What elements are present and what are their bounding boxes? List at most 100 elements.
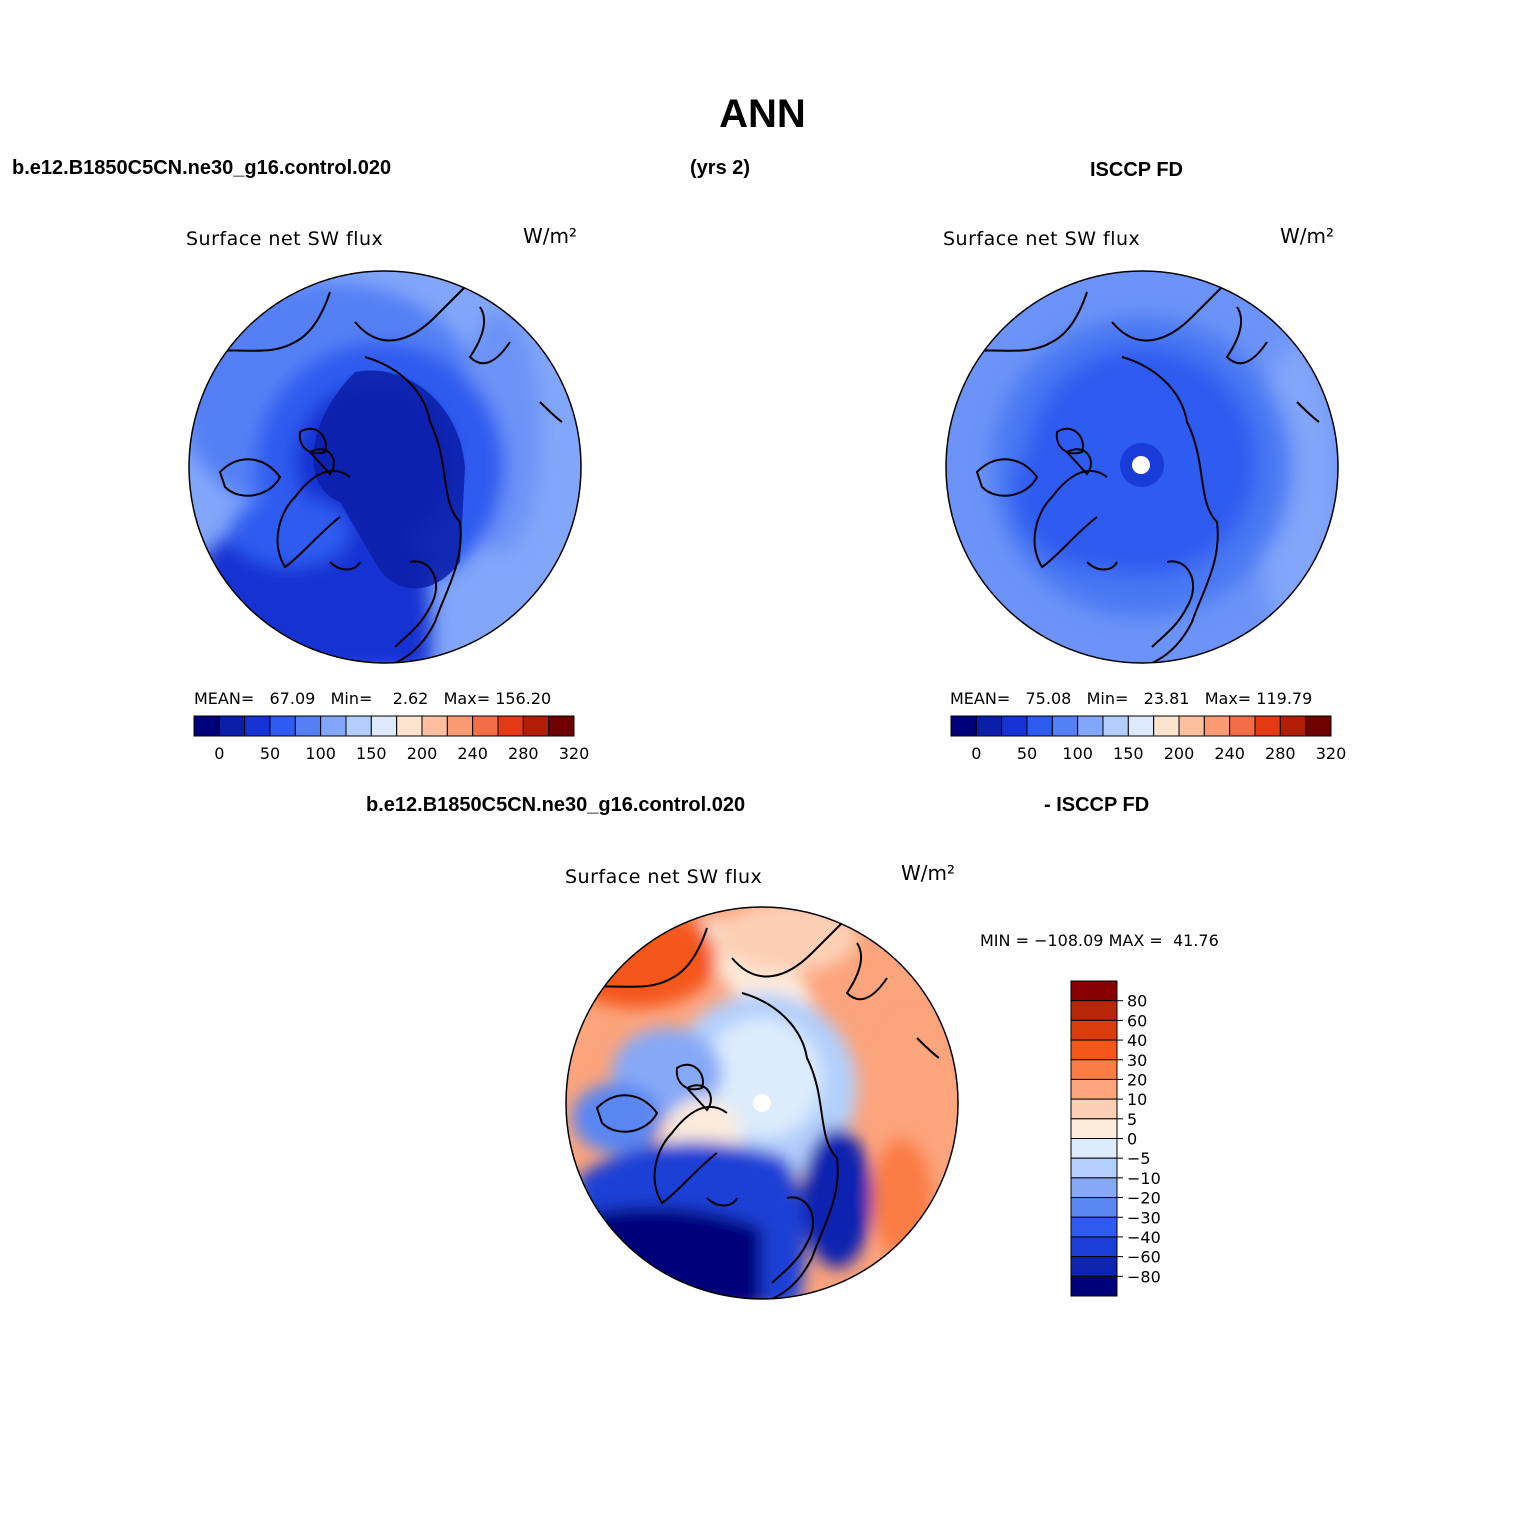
colorbar-swatch bbox=[1077, 715, 1104, 737]
colorbar-swatch bbox=[370, 715, 398, 737]
model-max-label: Max= bbox=[443, 689, 491, 708]
diff-colorbar-label: 20 bbox=[1127, 1070, 1147, 1089]
diff-colorbar-label: 30 bbox=[1127, 1051, 1147, 1070]
diff-colorbar-label: −40 bbox=[1127, 1228, 1161, 1247]
obs-field bbox=[946, 271, 1338, 663]
model-map-border bbox=[188, 270, 582, 664]
colorbar-swatch bbox=[522, 715, 550, 737]
diff-colorbar-label: −5 bbox=[1127, 1149, 1151, 1168]
colorbar-label: 50 bbox=[260, 744, 280, 763]
obs-polar-map bbox=[945, 270, 1339, 664]
colorbar-label: 200 bbox=[1164, 744, 1195, 763]
diff-colorbar-swatch bbox=[1070, 1039, 1118, 1061]
colorbar-label: 320 bbox=[1316, 744, 1347, 763]
model-min-value: 2.62 bbox=[392, 689, 429, 708]
diff-panel-units: W/m² bbox=[901, 861, 956, 885]
diff-map-border bbox=[565, 906, 959, 1300]
colorbar-swatch bbox=[1229, 715, 1256, 737]
colorbar-swatch bbox=[193, 715, 220, 737]
model-colorbar-labels: 0 50 100 150 200 240 280 320 bbox=[214, 744, 589, 763]
colorbar-swatch bbox=[421, 715, 448, 737]
diff-colorbar-label: 80 bbox=[1127, 992, 1147, 1011]
years-header: (yrs 2) bbox=[690, 157, 751, 179]
diff-colorbar-label: −30 bbox=[1127, 1208, 1161, 1227]
obs-map-border bbox=[945, 270, 1339, 664]
diff-colorbar-swatch bbox=[1070, 1098, 1118, 1120]
colorbar-swatch bbox=[396, 715, 423, 737]
obs-mean-label: MEAN= bbox=[950, 689, 1011, 708]
model-coastlines bbox=[214, 286, 563, 663]
colorbar-label: 200 bbox=[407, 744, 438, 763]
model-max-value: 156.20 bbox=[495, 689, 552, 708]
colorbar-swatch bbox=[1051, 715, 1079, 737]
colorbar-swatch bbox=[294, 715, 322, 737]
colorbar-label: 0 bbox=[971, 744, 981, 763]
colorbar-swatch bbox=[244, 715, 271, 737]
diff-colorbar-swatch bbox=[1070, 1000, 1118, 1021]
colorbar-swatch bbox=[1203, 715, 1231, 737]
obs-panel-units: W/m² bbox=[1280, 224, 1335, 248]
diff-panel-title: Surface net SW flux bbox=[565, 866, 763, 888]
model-mean-label: MEAN= bbox=[194, 689, 255, 708]
colorbar-label: 280 bbox=[508, 744, 539, 763]
diff-stats: MIN = −108.09 MAX = 41.76 bbox=[980, 931, 1219, 950]
colorbar-label: 50 bbox=[1017, 744, 1037, 763]
colorbar-swatch bbox=[1305, 715, 1332, 737]
diff-min-label: MIN = bbox=[980, 931, 1029, 950]
diff-colorbar-label: 5 bbox=[1127, 1110, 1137, 1129]
colorbar-swatch bbox=[1127, 715, 1155, 737]
colorbar-label: 320 bbox=[559, 744, 590, 763]
diff-colorbar-swatch bbox=[1070, 1138, 1118, 1159]
colorbar-swatch bbox=[218, 715, 246, 737]
colorbar-swatch bbox=[950, 715, 977, 737]
diff-max-label: MAX = bbox=[1108, 931, 1163, 950]
colorbar-label: 280 bbox=[1265, 744, 1296, 763]
diff-colorbar-swatch bbox=[1070, 980, 1118, 1002]
colorbar-label: 240 bbox=[457, 744, 488, 763]
diff-colorbar-swatch bbox=[1070, 1177, 1118, 1199]
obs-colorbar-labels: 0 50 100 150 200 240 280 320 bbox=[971, 744, 1346, 763]
diff-colorbar-swatch bbox=[1070, 1078, 1118, 1100]
colorbar-swatch bbox=[975, 715, 1003, 737]
diff-colorbar-label: 10 bbox=[1127, 1090, 1147, 1109]
diff-obs-header: - ISCCP FD bbox=[1044, 794, 1150, 816]
model-polar-map bbox=[188, 270, 582, 664]
diff-coastlines bbox=[591, 922, 940, 1299]
diff-model-header: b.e12.B1850C5CN.ne30_g16.control.020 bbox=[366, 794, 746, 816]
model-case-header: b.e12.B1850C5CN.ne30_g16.control.020 bbox=[12, 157, 392, 179]
colorbar-swatch bbox=[1153, 715, 1180, 737]
model-colorbar: 0 50 100 150 200 240 280 320 bbox=[193, 715, 589, 763]
diff-colorbar-label: 60 bbox=[1127, 1011, 1147, 1030]
diff-colorbar-swatch bbox=[1070, 1275, 1118, 1297]
model-panel-units: W/m² bbox=[523, 224, 578, 248]
model-stats: MEAN= 67.09 Min= 2.62 Max= 156.20 bbox=[194, 689, 551, 708]
colorbar-label: 100 bbox=[1062, 744, 1093, 763]
model-panel-title: Surface net SW flux bbox=[186, 228, 384, 250]
model-min-label: Min= bbox=[330, 689, 373, 708]
obs-max-label: Max= bbox=[1204, 689, 1252, 708]
colorbar-swatch bbox=[1001, 715, 1028, 737]
colorbar-swatch bbox=[1279, 715, 1307, 737]
model-mean-value: 67.09 bbox=[269, 689, 316, 708]
diff-min-value: −108.09 bbox=[1034, 931, 1104, 950]
obs-max-value: 119.79 bbox=[1256, 689, 1313, 708]
colorbar-swatch bbox=[1178, 715, 1205, 737]
colorbar-swatch bbox=[320, 715, 347, 737]
obs-min-value: 23.81 bbox=[1143, 689, 1190, 708]
obs-colorbar-swatches bbox=[950, 715, 1332, 737]
obs-panel-title: Surface net SW flux bbox=[943, 228, 1141, 250]
diff-max-value: 41.76 bbox=[1172, 931, 1219, 950]
diff-colorbar-label: −80 bbox=[1127, 1267, 1161, 1286]
colorbar-swatch bbox=[497, 715, 524, 737]
model-field bbox=[189, 271, 581, 663]
diff-colorbar-label: −20 bbox=[1127, 1189, 1161, 1208]
diff-colorbar-swatch bbox=[1070, 1197, 1118, 1218]
colorbar-swatch bbox=[1102, 715, 1129, 737]
obs-coastlines bbox=[971, 286, 1320, 663]
obs-min-label: Min= bbox=[1086, 689, 1129, 708]
diff-colorbar-swatch bbox=[1070, 1118, 1118, 1139]
colorbar-label: 150 bbox=[1113, 744, 1144, 763]
diff-colorbar-swatch bbox=[1070, 1256, 1118, 1277]
